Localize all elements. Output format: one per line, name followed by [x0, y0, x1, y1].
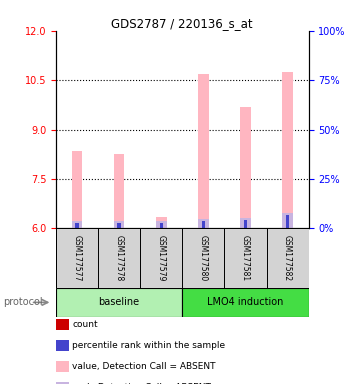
Bar	[160, 227, 163, 228]
Bar	[240, 218, 251, 228]
Bar	[72, 151, 82, 228]
Text: GSM177578: GSM177578	[115, 235, 123, 281]
Bar	[282, 72, 293, 228]
Bar	[202, 221, 205, 228]
Bar	[114, 221, 125, 228]
Bar	[198, 74, 209, 228]
Bar	[182, 228, 225, 288]
Text: GSM177580: GSM177580	[199, 235, 208, 281]
Text: baseline: baseline	[99, 297, 140, 308]
Text: LMO4 induction: LMO4 induction	[207, 297, 284, 308]
Text: percentile rank within the sample: percentile rank within the sample	[72, 341, 225, 350]
Title: GDS2787 / 220136_s_at: GDS2787 / 220136_s_at	[112, 17, 253, 30]
Bar	[140, 228, 182, 288]
Text: GSM177582: GSM177582	[283, 235, 292, 281]
Bar	[75, 227, 79, 228]
Text: count: count	[72, 320, 98, 329]
Bar	[182, 288, 309, 317]
Bar	[225, 228, 266, 288]
Bar	[56, 288, 182, 317]
Text: value, Detection Call = ABSENT: value, Detection Call = ABSENT	[72, 362, 216, 371]
Bar	[75, 223, 79, 228]
Text: rank, Detection Call = ABSENT: rank, Detection Call = ABSENT	[72, 383, 211, 384]
Bar	[286, 215, 289, 228]
Bar	[114, 154, 125, 228]
Bar	[244, 220, 247, 228]
Bar	[240, 106, 251, 228]
Bar	[156, 217, 166, 228]
Bar	[56, 228, 98, 288]
Bar	[72, 221, 82, 228]
Bar	[202, 227, 205, 228]
Bar	[244, 227, 247, 228]
Bar	[286, 227, 289, 228]
Text: protocol: protocol	[4, 297, 43, 308]
Text: GSM177579: GSM177579	[157, 235, 166, 281]
Bar	[117, 227, 121, 228]
Bar	[156, 221, 166, 228]
Bar	[282, 213, 293, 228]
Bar	[98, 228, 140, 288]
Text: GSM177577: GSM177577	[73, 235, 82, 281]
Bar	[198, 219, 209, 228]
Bar	[160, 223, 163, 228]
Bar	[266, 228, 309, 288]
Bar	[117, 223, 121, 228]
Text: GSM177581: GSM177581	[241, 235, 250, 281]
